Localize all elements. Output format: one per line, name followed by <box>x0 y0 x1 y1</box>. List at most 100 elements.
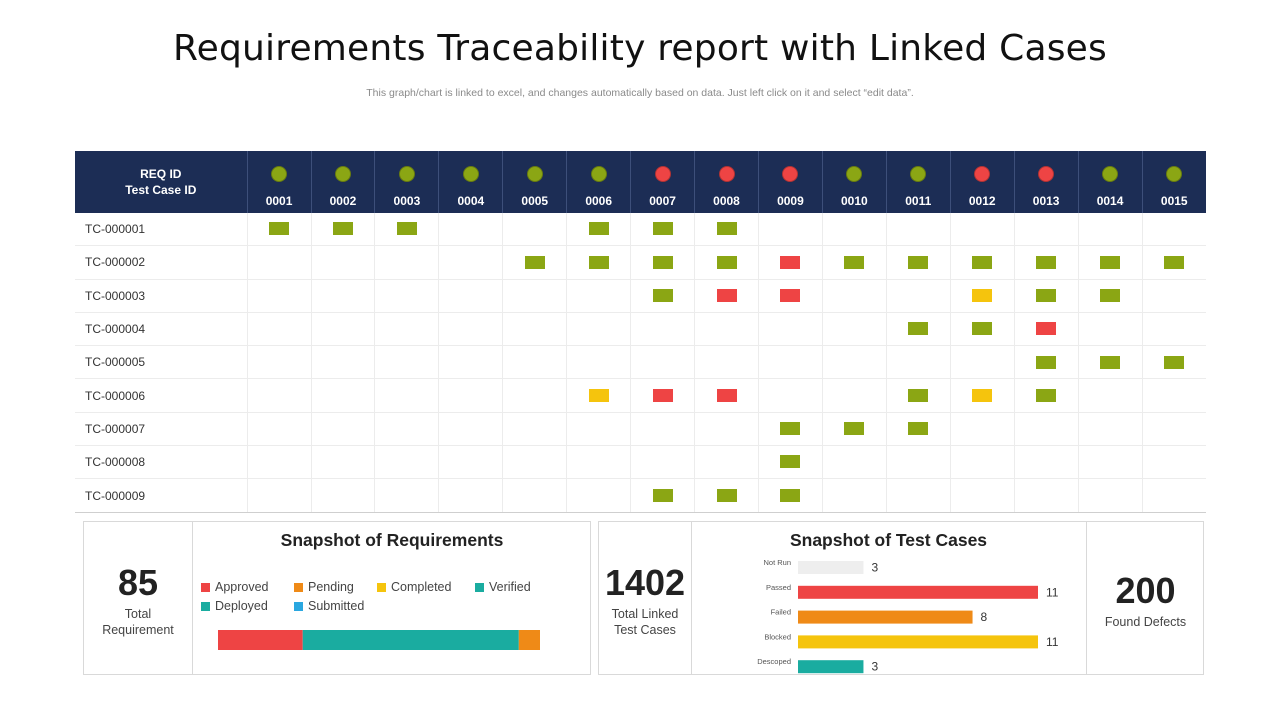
matrix-cell <box>758 445 823 480</box>
test-case-id: TC-000008 <box>75 445 248 480</box>
req-header-0013: 0013 <box>1014 151 1079 213</box>
legend-label: Completed <box>391 580 452 594</box>
matrix-cell <box>630 445 696 480</box>
tc-value-label: 3 <box>871 660 878 674</box>
matrix-cell <box>758 279 823 313</box>
matrix-cell <box>247 312 312 347</box>
test-case-id: TC-000003 <box>75 279 248 313</box>
matrix-cell <box>1014 378 1079 413</box>
matrix-cell <box>694 478 759 513</box>
matrix-cell <box>1014 312 1079 347</box>
test-case-id: TC-000006 <box>75 378 248 413</box>
req-status-dot <box>398 166 415 182</box>
requirements-total: 85 <box>117 562 159 603</box>
trace-mark <box>780 455 801 469</box>
matrix-cell <box>822 445 887 480</box>
matrix-cell <box>630 345 696 380</box>
matrix-cell <box>502 478 568 513</box>
matrix-cell <box>630 378 696 413</box>
trace-mark <box>716 289 737 302</box>
legend-item-pending: Pending <box>294 580 354 594</box>
matrix-cell <box>502 345 568 380</box>
table-row: TC-000005 <box>75 345 1206 380</box>
matrix-cell <box>374 213 440 247</box>
matrix-cell <box>502 412 568 447</box>
req-id: 0013 <box>1032 194 1060 208</box>
trace-mark <box>716 222 737 236</box>
trace-mark <box>908 255 929 269</box>
matrix-cell <box>630 213 696 247</box>
req-status-dot <box>526 166 543 182</box>
table-row: TC-000004 <box>75 312 1206 347</box>
matrix-cell <box>1078 378 1143 413</box>
tc-bar-not-run <box>798 561 864 574</box>
matrix-cell <box>502 445 568 480</box>
req-id: 0001 <box>265 194 293 208</box>
req-header-0007: 0007 <box>630 151 696 213</box>
matrix-cell <box>950 312 1015 347</box>
req-status-dot <box>974 166 991 182</box>
trace-mark <box>652 289 673 302</box>
bar-segment-verified <box>302 630 519 650</box>
matrix-body: TC-000001 TC-000002 TC-000003 TC-000004 TC-0… <box>75 213 1206 513</box>
req-header-0006: 0006 <box>566 151 632 213</box>
bar-segment-approved <box>218 630 303 650</box>
tc-bar-blocked <box>798 635 1038 649</box>
req-status-dot <box>590 166 607 182</box>
matrix-cell <box>1142 279 1206 313</box>
test-case-id: TC-000009 <box>75 478 248 513</box>
matrix-cell <box>886 445 951 480</box>
matrix-cell <box>886 213 951 247</box>
matrix-cell <box>822 478 887 513</box>
matrix-cell <box>630 478 696 513</box>
matrix-cell <box>566 279 632 313</box>
req-header-0009: 0009 <box>758 151 823 213</box>
req-status-dot <box>782 166 799 182</box>
matrix-cell <box>311 213 376 247</box>
legend-label: Verified <box>489 580 531 594</box>
matrix-cell <box>886 378 951 413</box>
defects-box: 200 Found Defects <box>1086 522 1204 674</box>
matrix-cell <box>1014 279 1079 313</box>
testcases-total-label-line2: Test Cases <box>614 623 676 637</box>
legend-item-completed: Completed <box>377 580 451 594</box>
matrix-cell <box>247 412 312 447</box>
testcases-total: 1402 <box>604 562 686 603</box>
defects-total: 200 <box>1115 570 1176 611</box>
requirements-total-box: 85 Total Requirement <box>84 522 193 674</box>
matrix-cell <box>566 412 632 447</box>
matrix-cell <box>950 378 1015 413</box>
testcases-chart-title: Snapshot of Test Cases <box>789 530 988 550</box>
trace-mark <box>1036 388 1057 402</box>
matrix-cell <box>694 312 759 347</box>
req-id: 0006 <box>585 194 613 208</box>
matrix-cell <box>822 245 887 280</box>
matrix-cell <box>694 345 759 380</box>
test-case-id-label: Test Case ID <box>125 183 197 197</box>
matrix-cell <box>247 279 312 313</box>
trace-mark <box>269 222 290 236</box>
trace-mark <box>844 255 865 269</box>
matrix-cell <box>630 245 696 280</box>
matrix-cell <box>822 213 887 247</box>
requirements-stacked-bar <box>218 630 540 650</box>
matrix-cell <box>630 312 696 347</box>
matrix-cell <box>374 279 440 313</box>
req-header-0001: 0001 <box>247 151 312 213</box>
requirements-chart-title: Snapshot of Requirements <box>280 530 504 550</box>
trace-mark <box>1036 289 1057 302</box>
matrix-cell <box>950 279 1015 313</box>
legend-swatch <box>377 582 386 592</box>
matrix-cell <box>311 412 376 447</box>
matrix-cell <box>247 245 312 280</box>
matrix-cell <box>1142 478 1206 513</box>
matrix-cell <box>502 213 568 247</box>
matrix-cell <box>247 345 312 380</box>
matrix-cell <box>822 279 887 313</box>
matrix-cell <box>822 312 887 347</box>
trace-mark <box>652 222 673 236</box>
req-status-dot <box>846 166 863 182</box>
req-status-dot <box>271 166 288 182</box>
matrix-cell <box>694 213 759 247</box>
matrix-cell <box>1078 412 1143 447</box>
